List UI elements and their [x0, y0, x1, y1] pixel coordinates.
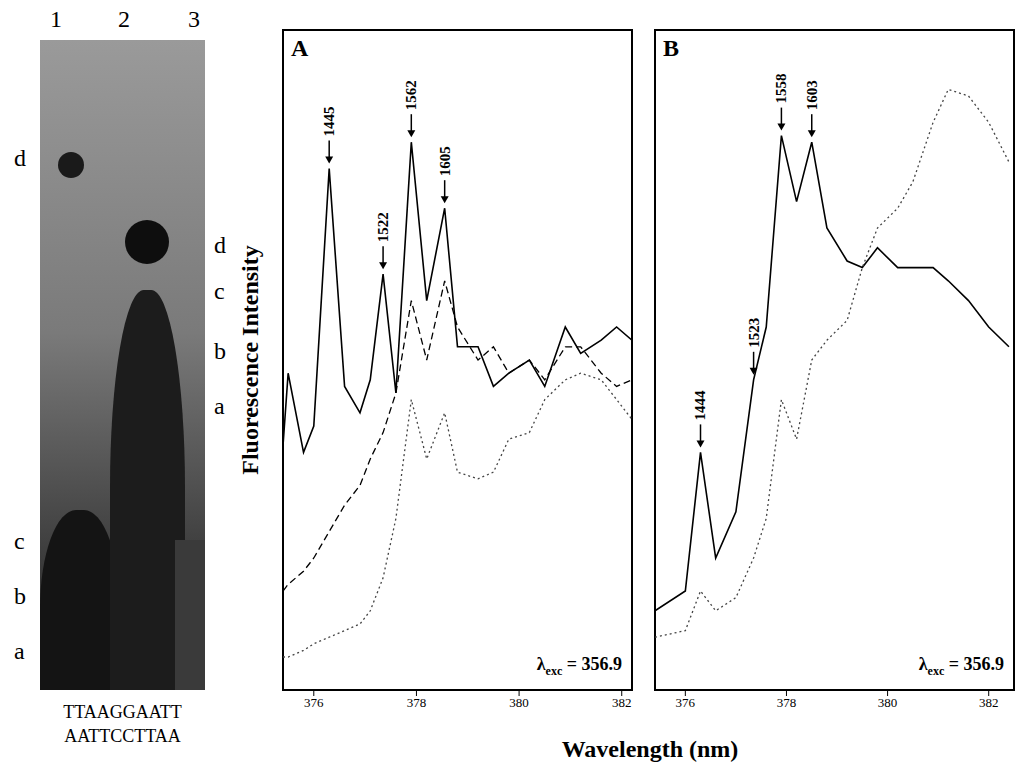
- svg-text:1605: 1605: [437, 146, 453, 176]
- svg-text:380: 380: [509, 695, 529, 710]
- html-text:b: b: [14, 583, 26, 609]
- svg-text:382: 382: [612, 695, 632, 710]
- svg-text:1603: 1603: [804, 80, 820, 110]
- html-text:Fluorescence Intensity: Fluorescence Intensity: [237, 245, 263, 475]
- svg-text:378: 378: [777, 695, 797, 710]
- html-text:b: b: [214, 338, 226, 364]
- html-text:λexc = 356.9: λexc = 356.9: [918, 654, 1004, 678]
- html-text:A: A: [291, 35, 309, 61]
- html-text:a: a: [214, 393, 225, 419]
- html-text:d: d: [14, 145, 26, 171]
- html-text:c: c: [14, 528, 25, 554]
- html-text:3: 3: [188, 6, 200, 32]
- html-text:TTAAGGAATT: TTAAGGAATT: [63, 702, 182, 722]
- svg-text:376: 376: [676, 695, 696, 710]
- svg-text:1558: 1558: [773, 74, 789, 104]
- html-text:a: a: [14, 638, 25, 664]
- html-text:d: d: [214, 232, 226, 258]
- svg-text:1444: 1444: [693, 390, 709, 421]
- html-text:B: B: [663, 35, 679, 61]
- svg-text:1523: 1523: [746, 318, 762, 348]
- svg-text:380: 380: [878, 695, 898, 710]
- html-text:2: 2: [118, 6, 130, 32]
- svg-text:1562: 1562: [403, 80, 419, 110]
- html-text:c: c: [214, 278, 225, 304]
- html-text:λexc = 356.9: λexc = 356.9: [536, 654, 622, 678]
- html-text:1: 1: [50, 6, 62, 32]
- svg-text:1522: 1522: [375, 212, 391, 242]
- html-text:Wavelength (nm): Wavelength (nm): [561, 736, 739, 762]
- svg-text:378: 378: [407, 695, 427, 710]
- svg-text:382: 382: [979, 695, 999, 710]
- html-text:AATTCCTTAA: AATTCCTTAA: [64, 726, 181, 746]
- svg-text:376: 376: [304, 695, 324, 710]
- svg-text:1445: 1445: [321, 107, 337, 137]
